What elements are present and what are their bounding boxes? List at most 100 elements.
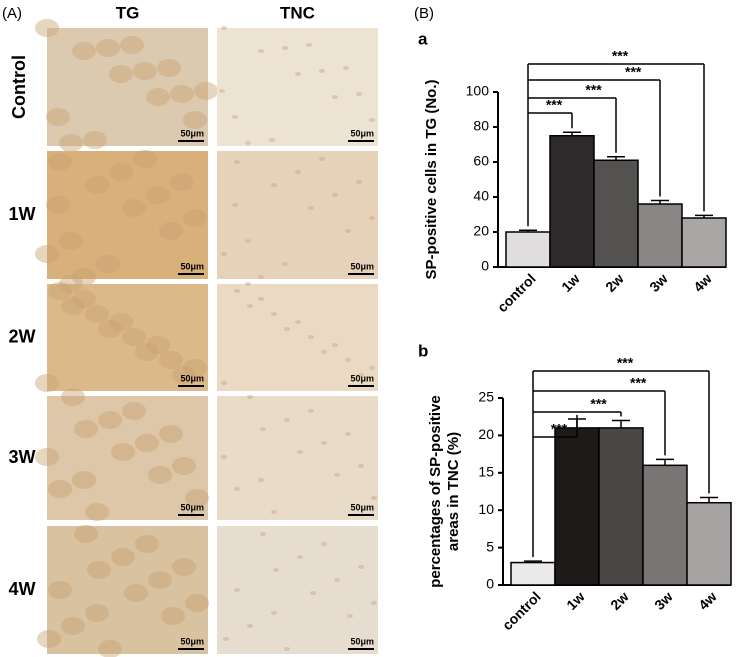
micrograph-texture	[61, 388, 85, 406]
x-tick-label: 3w	[651, 588, 676, 613]
micrograph-texture	[133, 150, 157, 168]
micrograph-texture	[135, 535, 159, 553]
micrograph-texture	[234, 487, 240, 491]
micrograph-texture	[111, 548, 135, 566]
micrograph-texture	[295, 72, 301, 76]
micrograph-texture	[85, 176, 109, 194]
micrograph-texture	[159, 351, 183, 369]
micrograph-texture	[221, 252, 227, 256]
scale-bar-label: 50μm	[180, 636, 204, 646]
y-tick-label: 100	[466, 83, 490, 99]
micrograph-texture	[96, 255, 120, 273]
micrograph	[47, 284, 208, 391]
micrograph-texture	[46, 108, 70, 126]
micrograph-texture	[308, 335, 314, 339]
micrograph-texture	[232, 203, 238, 207]
micrograph-texture	[122, 199, 146, 217]
micrograph-texture	[245, 239, 251, 243]
micrograph-texture	[61, 297, 85, 315]
micrograph-texture	[159, 222, 183, 240]
micrograph-texture	[148, 571, 172, 589]
micrograph-texture	[234, 588, 240, 592]
micrograph-texture	[109, 65, 133, 83]
micrograph-texture	[170, 85, 194, 103]
micrograph-texture	[85, 503, 109, 521]
micrograph-texture	[172, 457, 196, 475]
micrograph-texture	[247, 624, 253, 628]
chart-panel-label: a	[418, 29, 428, 48]
significance: ***	[617, 355, 634, 371]
micrograph-texture	[369, 216, 375, 220]
micrograph-texture	[356, 180, 362, 184]
y-tick-label: 20	[478, 426, 494, 442]
micrograph-texture	[319, 157, 325, 161]
scale-bar-label: 50μm	[180, 128, 204, 138]
micrograph	[217, 396, 378, 520]
x-tick-label: 4w	[695, 588, 720, 613]
micrograph-texture	[245, 141, 251, 145]
micrograph-texture	[234, 289, 240, 293]
scale-bar-label: 50μm	[350, 261, 374, 271]
y-tick-label: 0	[486, 576, 494, 592]
x-tick-label: 1w	[558, 270, 583, 295]
y-tick-label: 25	[478, 389, 494, 405]
bar	[505, 231, 551, 268]
micrograph	[47, 28, 208, 146]
micrograph-texture	[345, 432, 351, 436]
scale-bar-label: 50μm	[180, 502, 204, 512]
micrograph-texture	[72, 42, 96, 60]
micrograph-texture	[48, 153, 72, 171]
micrograph-texture	[35, 374, 59, 392]
micrograph-texture	[72, 268, 96, 286]
micrograph-texture	[271, 183, 277, 187]
micrograph-texture	[245, 282, 251, 286]
micrograph-texture	[85, 604, 109, 622]
column-header: TNC	[280, 3, 315, 22]
micrograph-texture	[247, 304, 253, 308]
micrograph-texture	[48, 480, 72, 498]
x-tick-label: 4w	[690, 270, 715, 295]
panel-label: (B)	[414, 5, 434, 22]
scale-bar-label: 50μm	[350, 636, 374, 646]
micrograph-texture	[319, 69, 325, 73]
micrograph-texture	[59, 275, 83, 293]
micrograph-texture	[308, 206, 314, 210]
micrograph-texture	[183, 111, 207, 129]
scale-bar-label: 50μm	[180, 373, 204, 383]
y-tick-label: 10	[478, 501, 494, 517]
micrograph-texture	[284, 418, 290, 422]
micrograph-texture	[183, 209, 207, 227]
row-label: 3W	[9, 447, 36, 467]
micrograph-texture	[343, 66, 349, 70]
row-label: Control	[9, 55, 29, 119]
micrograph-texture	[35, 448, 59, 466]
scale-bar-label: 50μm	[180, 261, 204, 271]
micrograph-texture	[284, 647, 290, 651]
bar	[681, 217, 727, 268]
micrograph-texture	[260, 532, 266, 536]
bar	[686, 501, 732, 586]
micrograph-texture	[194, 82, 218, 100]
significance: ***	[585, 82, 602, 98]
x-tick-label: 2w	[602, 270, 627, 295]
micrograph-texture	[332, 95, 338, 99]
micrograph	[47, 151, 208, 279]
micrograph	[217, 526, 378, 654]
micrograph-texture	[146, 186, 170, 204]
micrograph-texture	[109, 313, 133, 331]
significance: ***	[551, 421, 568, 437]
micrograph	[217, 28, 378, 146]
micrograph-texture	[183, 359, 207, 377]
micrograph-texture	[96, 39, 120, 57]
micrograph-texture	[221, 381, 227, 385]
x-tick-label: control	[499, 588, 544, 633]
micrograph-texture	[221, 26, 227, 30]
y-tick-label: 20	[473, 223, 489, 239]
micrograph-texture	[159, 425, 183, 443]
micrograph-texture	[135, 434, 159, 452]
bar	[598, 427, 644, 586]
y-tick-label: 60	[473, 153, 489, 169]
micrograph-texture	[98, 411, 122, 429]
micrograph-texture	[258, 49, 264, 53]
micrograph-texture	[48, 581, 72, 599]
